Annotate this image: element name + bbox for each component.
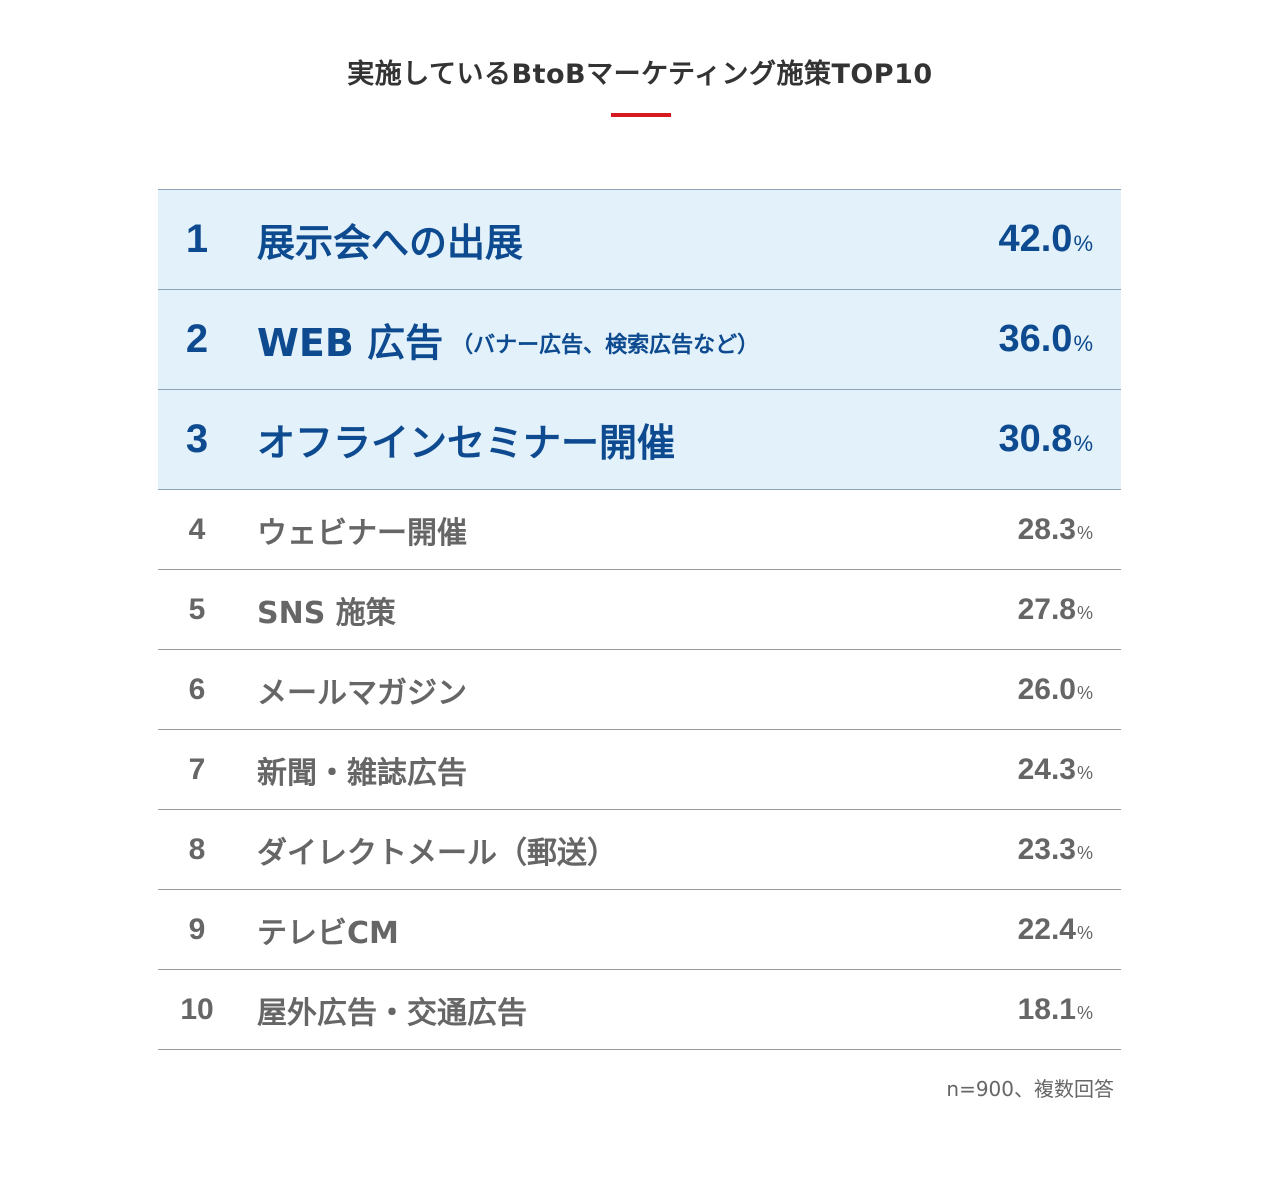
percent-number: 27.8 (1017, 592, 1076, 626)
item-label-text: 屋外広告・交通広告 (257, 995, 527, 1031)
percent-number: 28.3 (1017, 512, 1076, 546)
item-label: ウェビナー開催 (257, 490, 467, 569)
item-label-text: 新聞・雑誌広告 (257, 755, 467, 791)
percent-sign: % (1073, 230, 1093, 256)
rank-number: 10 (180, 992, 214, 1026)
rank-number: 7 (188, 752, 206, 786)
percent-value: 26.0% (1018, 650, 1093, 729)
item-label: テレビCM (257, 890, 399, 969)
percent-number: 23.3 (1017, 832, 1076, 866)
ranking-row: 2 WEB 広告 （バナー広告、検索広告など） 36.0% (158, 290, 1121, 390)
percent-value: 36.0% (998, 290, 1093, 389)
percent-value: 27.8% (1018, 570, 1093, 649)
item-label: 屋外広告・交通広告 (257, 970, 527, 1049)
percent-value: 24.3% (1018, 730, 1093, 809)
ranking-row: 9 テレビCM 22.4% (158, 890, 1121, 970)
rank-number: 3 (185, 417, 209, 461)
sample-note: n=900、複数回答 (946, 1077, 1114, 1101)
item-label-text: 展示会への出展 (257, 221, 524, 265)
ranking-row: 5 SNS 施策 27.8% (158, 570, 1121, 650)
item-label-text: オフラインセミナー開催 (257, 421, 676, 465)
percent-value: 30.8% (998, 390, 1093, 489)
rank-number: 2 (185, 317, 209, 361)
percent-sign: % (1076, 1003, 1093, 1023)
title-accent-rule (611, 113, 671, 117)
percent-number: 22.4 (1017, 912, 1076, 946)
percent-sign: % (1073, 330, 1093, 356)
item-label: ダイレクトメール（郵送） (257, 810, 617, 889)
ranking-row: 7 新聞・雑誌広告 24.3% (158, 730, 1121, 810)
chart-title: 実施しているBtoBマーケティング施策TOP10 (347, 59, 933, 90)
item-label: SNS 施策 (257, 570, 396, 649)
percent-number: 18.1 (1017, 992, 1076, 1026)
percent-number: 36.0 (998, 318, 1073, 360)
item-label-text: ウェビナー開催 (257, 515, 467, 551)
percent-value: 28.3% (1018, 490, 1093, 569)
rank-number: 8 (188, 832, 206, 866)
percent-sign: % (1076, 683, 1093, 703)
percent-value: 22.4% (1018, 890, 1093, 969)
percent-number: 26.0 (1017, 672, 1076, 706)
percent-value: 42.0% (998, 190, 1093, 289)
item-label-text: WEB 広告 (257, 321, 444, 365)
percent-number: 30.8 (998, 418, 1073, 460)
percent-value: 23.3% (1018, 810, 1093, 889)
ranking-row: 6 メールマガジン 26.0% (158, 650, 1121, 730)
percent-value: 18.1% (1018, 970, 1093, 1049)
item-label: WEB 広告 （バナー広告、検索広告など） (257, 290, 759, 389)
item-label: 展示会への出展 (257, 190, 523, 289)
rank-number: 6 (188, 672, 206, 706)
percent-sign: % (1073, 430, 1093, 456)
percent-sign: % (1076, 763, 1093, 783)
ranking-row: 1 展示会への出展 42.0% (158, 190, 1121, 290)
rank-number: 4 (188, 512, 206, 546)
item-label-note: （バナー広告、検索広告など） (451, 332, 760, 358)
ranking-row: 4 ウェビナー開催 28.3% (158, 490, 1121, 570)
item-label-text: SNS 施策 (257, 595, 396, 631)
percent-sign: % (1076, 843, 1093, 863)
item-label-text: ダイレクトメール（郵送） (257, 835, 617, 871)
percent-sign: % (1076, 603, 1093, 623)
item-label: 新聞・雑誌広告 (257, 730, 467, 809)
rank-number: 1 (185, 217, 209, 261)
rank-number: 9 (188, 912, 206, 946)
item-label-text: メールマガジン (257, 675, 467, 711)
ranking-row: 8 ダイレクトメール（郵送） 23.3% (158, 810, 1121, 890)
percent-sign: % (1076, 523, 1093, 543)
item-label: メールマガジン (257, 650, 467, 729)
item-label-text: テレビCM (257, 915, 399, 951)
percent-sign: % (1076, 923, 1093, 943)
ranking-row: 3 オフラインセミナー開催 30.8% (158, 390, 1121, 490)
percent-number: 42.0 (998, 218, 1073, 260)
percent-number: 24.3 (1017, 752, 1076, 786)
ranking-row: 10 屋外広告・交通広告 18.1% (158, 970, 1121, 1050)
rank-number: 5 (188, 592, 206, 626)
ranking-table: 1 展示会への出展 42.0% 2 WEB 広告 （バナー広告、検索広告など） 36.0% 3… (158, 189, 1121, 1050)
item-label: オフラインセミナー開催 (257, 390, 675, 489)
